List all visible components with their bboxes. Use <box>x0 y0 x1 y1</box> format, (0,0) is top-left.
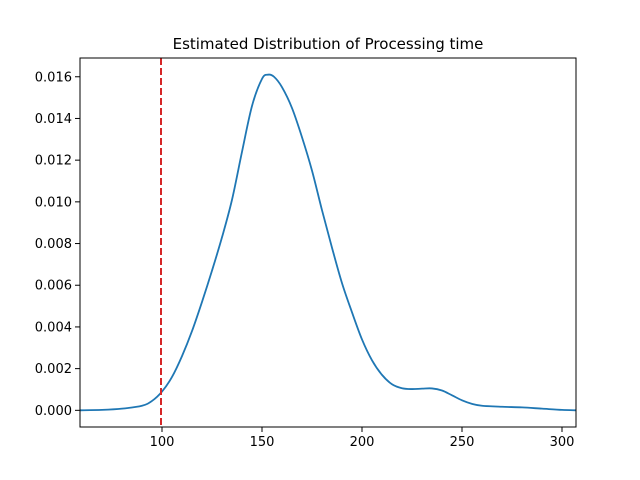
y-tick-label: 0.010 <box>35 195 72 210</box>
chart-title: Estimated Distribution of Processing tim… <box>173 35 484 53</box>
y-tick-label: 0.000 <box>35 404 72 419</box>
y-tick-label: 0.006 <box>35 279 72 294</box>
plot-frame <box>79 57 577 428</box>
x-tick-label: 150 <box>250 435 275 450</box>
density-curve <box>80 73 576 412</box>
x-tick-label: 250 <box>450 435 475 450</box>
x-tick-label: 100 <box>150 435 175 450</box>
y-tick-label: 0.008 <box>35 237 72 252</box>
x-tick-label: 200 <box>350 435 375 450</box>
y-tick-label: 0.002 <box>35 362 72 377</box>
x-tick-label: 300 <box>550 435 575 450</box>
y-tick-label: 0.012 <box>35 154 72 169</box>
y-tick-label: 0.004 <box>35 320 72 335</box>
y-tick-label: 0.016 <box>35 70 72 85</box>
y-tick-label: 0.014 <box>35 112 72 127</box>
